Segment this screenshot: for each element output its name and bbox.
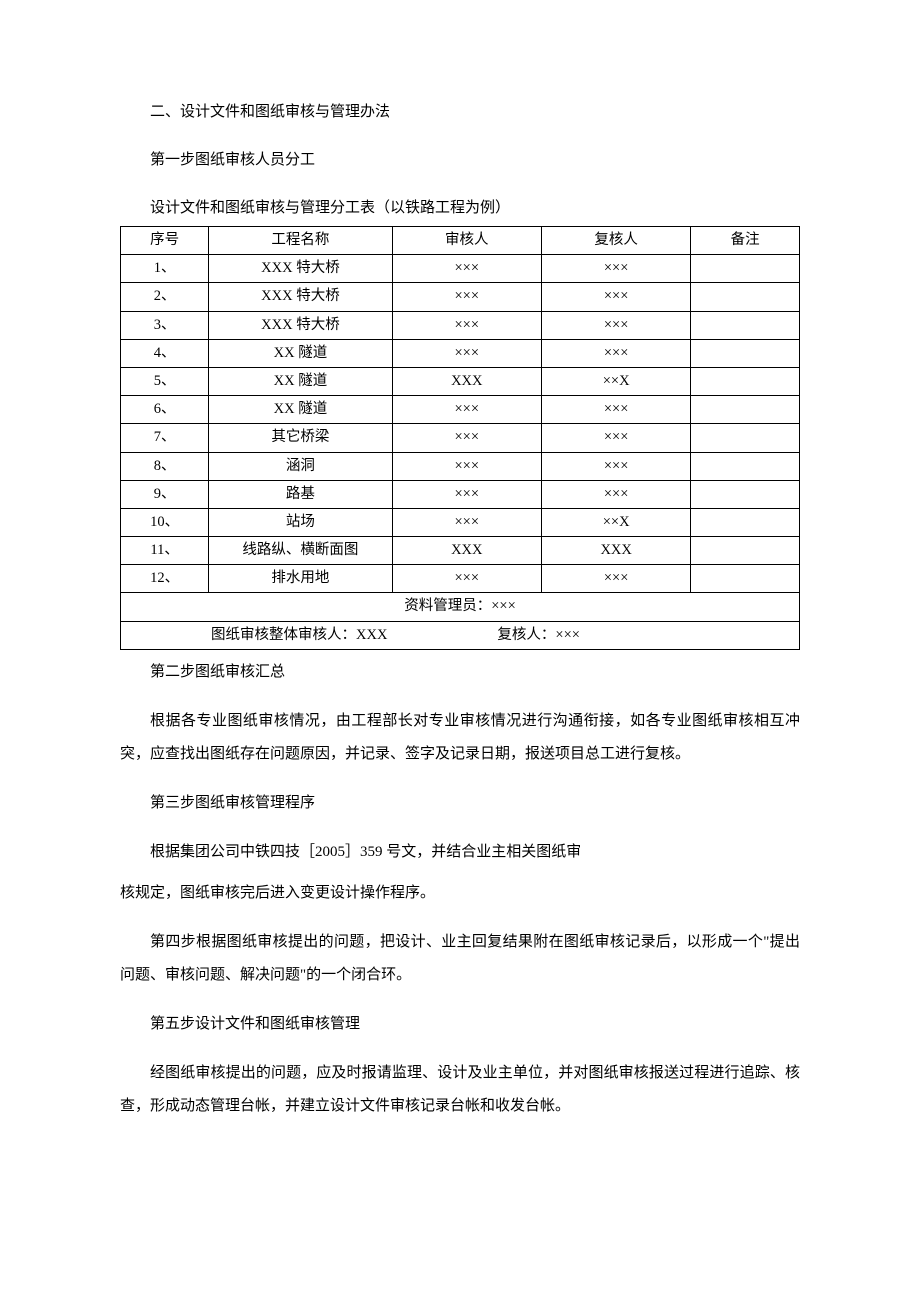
table-row: 10、站场×××××X: [121, 508, 800, 536]
table-cell-name: 排水用地: [209, 565, 392, 593]
table-footer-row-1: 资料管理员：×××: [121, 593, 800, 621]
table-cell-reviewer: ×××: [392, 480, 541, 508]
table-row: 5、XX 隧道XXX××X: [121, 367, 800, 395]
col-header-seq: 序号: [121, 227, 209, 255]
table-cell-note: [691, 480, 800, 508]
table-cell-note: [691, 311, 800, 339]
table-cell-checker: XXX: [541, 537, 690, 565]
section-heading: 二、设计文件和图纸审核与管理办法: [120, 100, 800, 124]
table-cell-name: XXX 特大桥: [209, 283, 392, 311]
table-row: 11、线路纵、横断面图XXXXXX: [121, 537, 800, 565]
assignment-table: 序号 工程名称 审核人 复核人 备注 1、XXX 特大桥××××××2、XXX …: [120, 226, 800, 650]
table-cell-seq: 4、: [121, 339, 209, 367]
table-cell-seq: 6、: [121, 396, 209, 424]
table-header-row: 序号 工程名称 审核人 复核人 备注: [121, 227, 800, 255]
table-footer-manager: 资料管理员：×××: [121, 593, 800, 621]
table-cell-checker: ×××: [541, 339, 690, 367]
table-cell-name: XX 隧道: [209, 339, 392, 367]
table-row: 3、XXX 特大桥××××××: [121, 311, 800, 339]
table-cell-reviewer: ×××: [392, 424, 541, 452]
table-row: 12、排水用地××××××: [121, 565, 800, 593]
step1-heading: 第一步图纸审核人员分工: [120, 148, 800, 172]
table-cell-checker: ×××: [541, 565, 690, 593]
table-cell-reviewer: XXX: [392, 537, 541, 565]
col-header-name: 工程名称: [209, 227, 392, 255]
overall-checker-label: 复核人：×××: [497, 627, 580, 643]
table-cell-checker: ×××: [541, 396, 690, 424]
col-header-checker: 复核人: [541, 227, 690, 255]
table-cell-name: XXX 特大桥: [209, 255, 392, 283]
table-cell-reviewer: ×××: [392, 255, 541, 283]
table-cell-seq: 3、: [121, 311, 209, 339]
table-cell-name: 线路纵、横断面图: [209, 537, 392, 565]
table-row: 9、路基××××××: [121, 480, 800, 508]
table-row: 7、其它桥梁××××××: [121, 424, 800, 452]
table-cell-reviewer: ×××: [392, 396, 541, 424]
table-cell-checker: ×××: [541, 255, 690, 283]
step3-paragraph-a: 根据集团公司中铁四技［2005］359 号文，并结合业主相关图纸审: [120, 836, 800, 869]
table-cell-reviewer: ×××: [392, 311, 541, 339]
table-row: 1、XXX 特大桥××××××: [121, 255, 800, 283]
table-cell-name: 其它桥梁: [209, 424, 392, 452]
table-cell-reviewer: ×××: [392, 339, 541, 367]
table-cell-note: [691, 508, 800, 536]
table-cell-note: [691, 283, 800, 311]
table-cell-note: [691, 255, 800, 283]
table-cell-seq: 5、: [121, 367, 209, 395]
table-cell-seq: 10、: [121, 508, 209, 536]
table-cell-note: [691, 537, 800, 565]
table-cell-seq: 1、: [121, 255, 209, 283]
table-cell-reviewer: XXX: [392, 367, 541, 395]
table-cell-name: 站场: [209, 508, 392, 536]
table-cell-name: XX 隧道: [209, 367, 392, 395]
table-cell-seq: 2、: [121, 283, 209, 311]
table-title: 设计文件和图纸审核与管理分工表（以铁路工程为例）: [120, 196, 800, 220]
table-cell-checker: ×××: [541, 311, 690, 339]
step5-paragraph: 经图纸审核提出的问题，应及时报请监理、设计及业主单位，并对图纸审核报送过程进行追…: [120, 1057, 800, 1123]
table-footer-row-2: 图纸审核整体审核人：XXX 复核人：×××: [121, 621, 800, 649]
table-cell-reviewer: ×××: [392, 508, 541, 536]
table-cell-checker: ×××: [541, 283, 690, 311]
step4-paragraph: 第四步根据图纸审核提出的问题，把设计、业主回复结果附在图纸审核记录后，以形成一个…: [120, 926, 800, 992]
table-cell-note: [691, 452, 800, 480]
table-cell-seq: 9、: [121, 480, 209, 508]
table-cell-name: 路基: [209, 480, 392, 508]
step3-paragraph-b: 核规定，图纸审核完后进入变更设计操作程序。: [120, 877, 800, 910]
table-cell-reviewer: ×××: [392, 452, 541, 480]
table-cell-checker: ×××: [541, 424, 690, 452]
table-cell-name: 涵洞: [209, 452, 392, 480]
table-row: 4、XX 隧道××××××: [121, 339, 800, 367]
table-cell-note: [691, 339, 800, 367]
table-row: 6、XX 隧道××××××: [121, 396, 800, 424]
table-row: 8、涵洞××××××: [121, 452, 800, 480]
table-cell-name: XX 隧道: [209, 396, 392, 424]
table-cell-seq: 8、: [121, 452, 209, 480]
table-cell-note: [691, 396, 800, 424]
table-cell-seq: 11、: [121, 537, 209, 565]
overall-reviewer-label: 图纸审核整体审核人：XXX: [211, 627, 387, 643]
col-header-reviewer: 审核人: [392, 227, 541, 255]
table-cell-reviewer: ×××: [392, 565, 541, 593]
table-cell-note: [691, 367, 800, 395]
table-cell-seq: 12、: [121, 565, 209, 593]
table-footer-reviewers: 图纸审核整体审核人：XXX 复核人：×××: [121, 621, 800, 649]
col-header-note: 备注: [691, 227, 800, 255]
table-cell-seq: 7、: [121, 424, 209, 452]
table-row: 2、XXX 特大桥××××××: [121, 283, 800, 311]
table-cell-reviewer: ×××: [392, 283, 541, 311]
table-cell-checker: ×××: [541, 452, 690, 480]
table-cell-checker: ×××: [541, 480, 690, 508]
table-cell-name: XXX 特大桥: [209, 311, 392, 339]
table-cell-note: [691, 424, 800, 452]
step5-heading: 第五步设计文件和图纸审核管理: [120, 1008, 800, 1041]
step2-heading: 第二步图纸审核汇总: [120, 656, 800, 689]
step3-heading: 第三步图纸审核管理程序: [120, 787, 800, 820]
step2-paragraph: 根据各专业图纸审核情况，由工程部长对专业审核情况进行沟通衔接，如各专业图纸审核相…: [120, 705, 800, 771]
table-cell-note: [691, 565, 800, 593]
table-cell-checker: ××X: [541, 367, 690, 395]
table-cell-checker: ××X: [541, 508, 690, 536]
